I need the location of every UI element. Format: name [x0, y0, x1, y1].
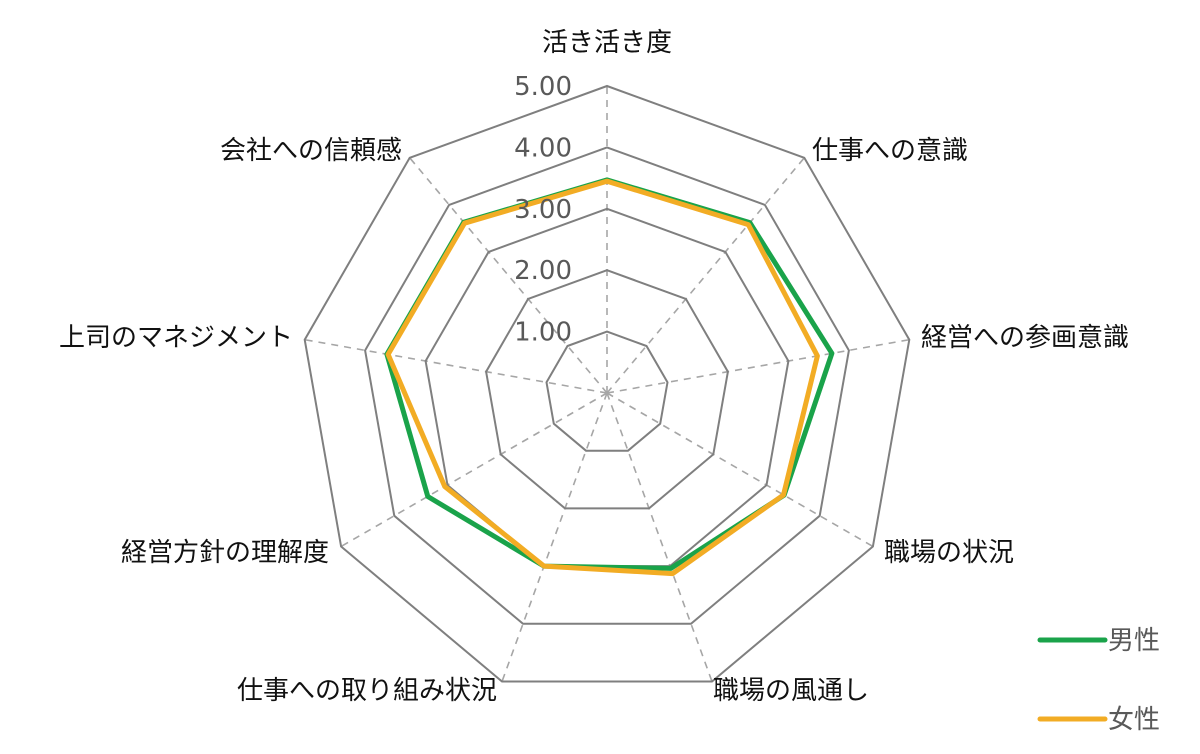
grid-ring	[364, 146, 850, 625]
axis-label: 仕事への取り組み状況	[237, 676, 497, 706]
radial-tick-label: 1.00	[514, 318, 572, 348]
grid-ring	[485, 269, 729, 510]
axis-label: 仕事への意識	[812, 136, 968, 166]
axis-label: 経営への参画意識	[921, 323, 1129, 353]
axis-label: 職場の風通し	[713, 676, 869, 706]
radial-tick-labels: 1.00 2.00 3.00 4.00 5.00	[514, 72, 572, 348]
radial-tick-label: 2.00	[514, 256, 572, 286]
series-line-1	[385, 178, 820, 577]
spoke-line	[304, 338, 608, 394]
radial-tick-label: 4.00	[514, 133, 572, 163]
axis-label: 職場の状況	[884, 538, 1014, 568]
axis-label: 会社への信頼感	[220, 136, 402, 166]
spoke-line	[501, 392, 608, 682]
grid-ring	[303, 84, 911, 683]
radial-tick-label: 3.00	[514, 195, 572, 225]
spoke-line	[606, 338, 910, 394]
spoke-line	[409, 157, 608, 394]
radial-tick-label: 5.00	[514, 72, 572, 102]
axis-label: 活き活き度	[542, 28, 672, 58]
axis-label: 上司のマネジメント	[59, 323, 293, 353]
legend-label: 女性	[1108, 705, 1160, 735]
legend-label: 男性	[1108, 626, 1160, 656]
radar-series	[384, 177, 835, 577]
axis-label: 経営方針の理解度	[121, 538, 329, 568]
grid-ring	[545, 330, 669, 452]
spoke-line	[606, 392, 713, 682]
